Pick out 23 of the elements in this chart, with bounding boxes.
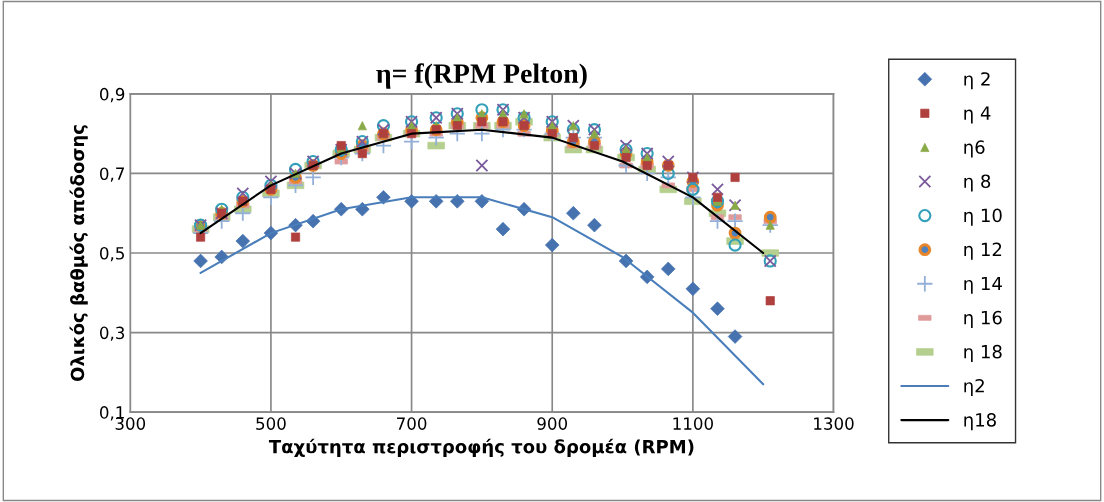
chart-title: η= f(RPM Pelton) [376, 63, 587, 89]
legend-label: η18 [964, 413, 996, 431]
y-tick-label: 0,5 [100, 246, 124, 262]
legend-label: η 18 [964, 344, 1002, 362]
y-tick-label: 0,7 [100, 167, 124, 182]
legend-label: η 10 [964, 208, 1002, 226]
x-tick-label: 1300 [814, 417, 854, 430]
y-tick-label: 0,9 [100, 87, 125, 103]
legend-label: η2 [964, 378, 984, 397]
y-axis-title: Ολικός βαθμός απόδοσης [69, 125, 88, 382]
legend-label: η 4 [964, 106, 991, 124]
x-tick-label: 700 [397, 417, 427, 430]
y-tick-label: 0,3 [100, 326, 125, 341]
legend-label: η 2 [964, 72, 990, 90]
x-tick-label: 900 [537, 417, 568, 430]
x-tick-label: 500 [256, 417, 286, 430]
legend-label: η6 [964, 140, 985, 158]
legend-label: η 8 [964, 174, 991, 192]
x-tick-label: 1100 [673, 417, 713, 430]
legend-label: η 12 [964, 242, 1002, 260]
x-axis-title: Ταχύτητα περιστροφής του δρομέα (RPM) [268, 438, 694, 457]
legend-label: η 14 [964, 276, 1002, 294]
legend-label: η 16 [964, 310, 1002, 328]
